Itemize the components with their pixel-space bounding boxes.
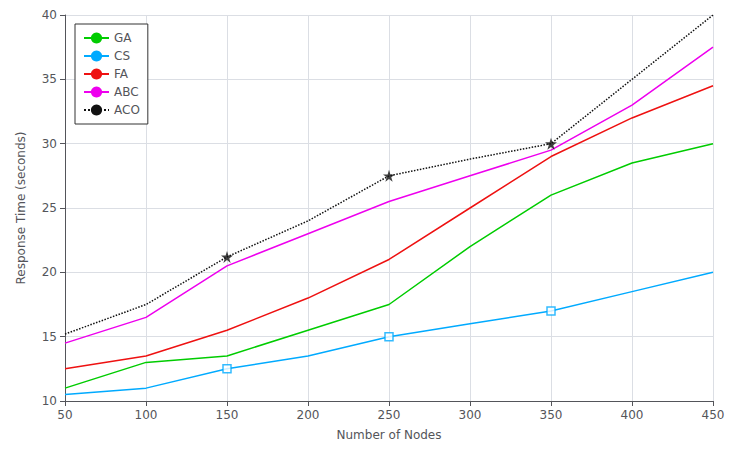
svg-text:400: 400	[621, 408, 644, 422]
svg-text:450: 450	[702, 408, 725, 422]
svg-text:ACO: ACO	[114, 103, 140, 117]
svg-text:35: 35	[42, 72, 57, 86]
svg-text:50: 50	[57, 408, 72, 422]
svg-text:25: 25	[42, 201, 57, 215]
svg-text:15: 15	[42, 330, 57, 344]
svg-text:FA: FA	[114, 67, 129, 81]
svg-text:300: 300	[459, 408, 482, 422]
svg-text:200: 200	[297, 408, 320, 422]
svg-text:10: 10	[42, 394, 57, 408]
svg-text:CS: CS	[114, 49, 130, 63]
svg-text:20: 20	[42, 265, 57, 279]
svg-text:150: 150	[216, 408, 239, 422]
svg-text:ABC: ABC	[114, 85, 139, 99]
svg-text:Response Time (seconds): Response Time (seconds)	[14, 131, 28, 284]
svg-text:GA: GA	[114, 31, 132, 45]
svg-text:350: 350	[540, 408, 563, 422]
svg-text:30: 30	[42, 137, 57, 151]
svg-text:100: 100	[135, 408, 158, 422]
svg-text:250: 250	[378, 408, 401, 422]
svg-text:Number of Nodes: Number of Nodes	[337, 428, 442, 442]
svg-text:40: 40	[42, 8, 57, 22]
